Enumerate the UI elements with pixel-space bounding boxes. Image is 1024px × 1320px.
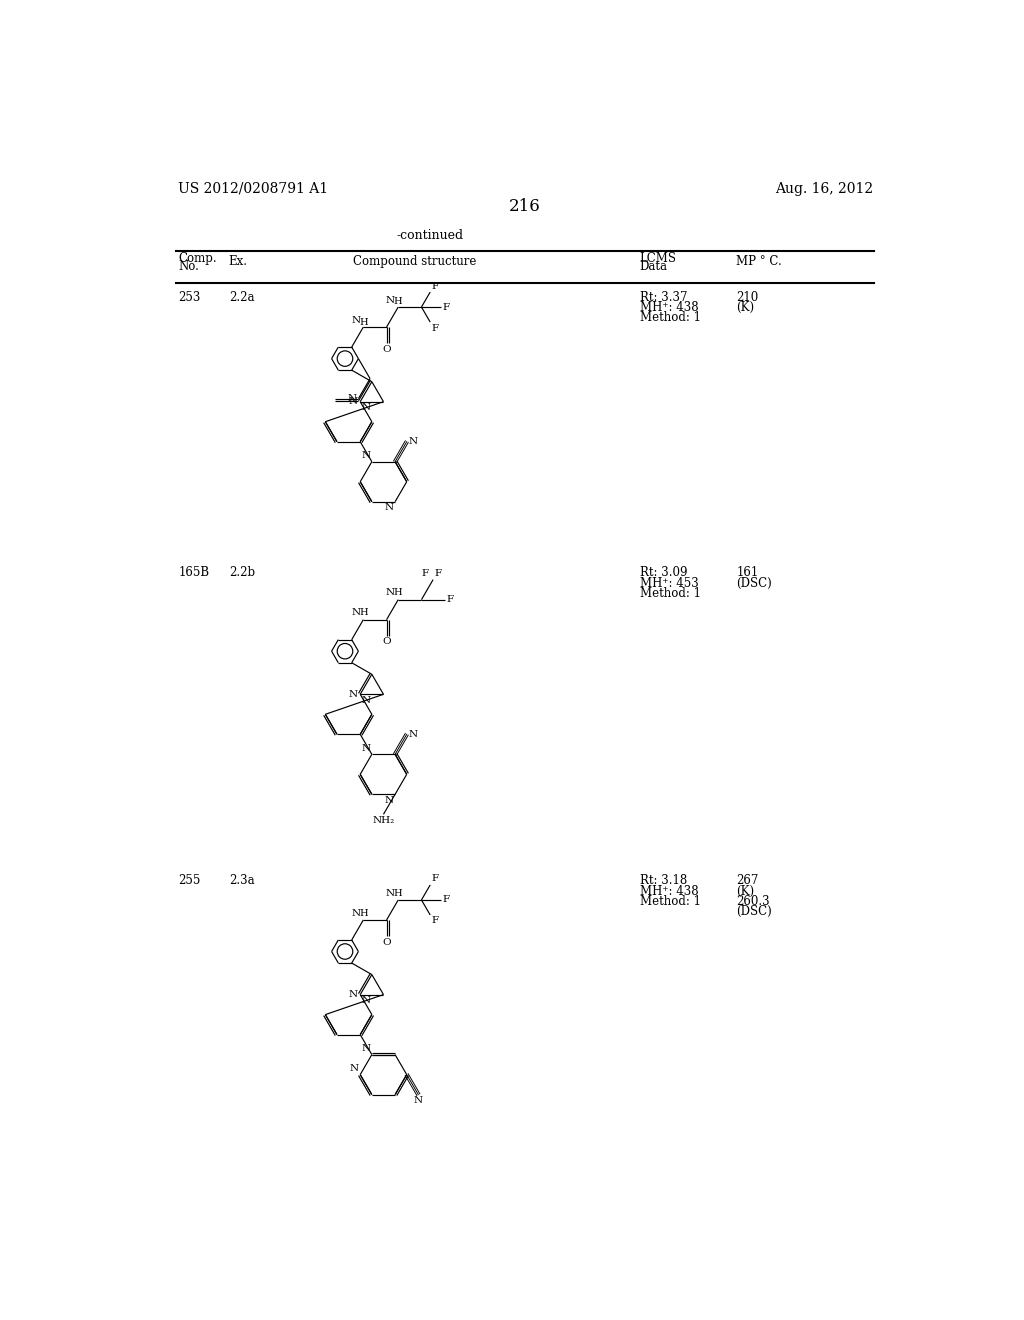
Text: H: H	[394, 589, 402, 598]
Text: 255: 255	[178, 875, 201, 887]
Text: O: O	[382, 345, 391, 354]
Text: 165B: 165B	[178, 566, 210, 579]
Text: N: N	[361, 696, 371, 705]
Text: Data: Data	[640, 260, 668, 273]
Text: N: N	[386, 888, 395, 898]
Text: H: H	[394, 888, 402, 898]
Text: MH⁺: 438: MH⁺: 438	[640, 884, 698, 898]
Text: H: H	[359, 318, 368, 327]
Text: N: N	[348, 395, 357, 403]
Text: 253: 253	[178, 290, 201, 304]
Text: (K): (K)	[736, 301, 755, 314]
Text: N: N	[361, 1044, 371, 1053]
Text: (DSC): (DSC)	[736, 577, 772, 590]
Text: N: N	[384, 796, 393, 805]
Text: F: F	[442, 895, 450, 904]
Text: NH₂: NH₂	[373, 816, 394, 825]
Text: F: F	[432, 874, 439, 883]
Text: 2.2b: 2.2b	[228, 566, 255, 579]
Text: F: F	[421, 569, 428, 578]
Text: -continued: -continued	[396, 230, 464, 243]
Text: Comp.: Comp.	[178, 252, 217, 264]
Text: Method: 1: Method: 1	[640, 312, 700, 323]
Text: No.: No.	[178, 260, 200, 273]
Text: H: H	[394, 297, 402, 305]
Text: N: N	[409, 730, 418, 739]
Text: 210: 210	[736, 290, 759, 304]
Text: N: N	[349, 990, 358, 999]
Text: N: N	[349, 1064, 358, 1073]
Text: N: N	[351, 908, 360, 917]
Text: N: N	[414, 1096, 423, 1105]
Text: MP ° C.: MP ° C.	[736, 256, 782, 268]
Text: O: O	[382, 638, 391, 647]
Text: N: N	[361, 997, 371, 1005]
Text: Rt: 3.37: Rt: 3.37	[640, 290, 687, 304]
Text: 161: 161	[736, 566, 759, 579]
Text: LCMS: LCMS	[640, 252, 677, 264]
Text: O: O	[382, 937, 391, 946]
Text: F: F	[432, 323, 439, 333]
Text: MH⁺: 453: MH⁺: 453	[640, 577, 698, 590]
Text: MH⁺: 438: MH⁺: 438	[640, 301, 698, 314]
Text: F: F	[434, 569, 441, 578]
Text: (DSC): (DSC)	[736, 904, 772, 917]
Text: N: N	[361, 451, 371, 461]
Text: N: N	[361, 743, 371, 752]
Text: H: H	[359, 908, 368, 917]
Text: Ex.: Ex.	[228, 256, 248, 268]
Text: 260.3: 260.3	[736, 895, 770, 908]
Text: 216: 216	[509, 198, 541, 215]
Text: F: F	[446, 595, 454, 605]
Text: US 2012/0208791 A1: US 2012/0208791 A1	[178, 182, 329, 195]
Text: Rt: 3.09: Rt: 3.09	[640, 566, 687, 579]
Text: 2.2a: 2.2a	[228, 290, 254, 304]
Text: 2.3a: 2.3a	[228, 875, 254, 887]
Text: Compound structure: Compound structure	[353, 256, 476, 268]
Text: N: N	[386, 589, 395, 598]
Text: Method: 1: Method: 1	[640, 586, 700, 599]
Text: F: F	[432, 281, 439, 290]
Text: N: N	[351, 609, 360, 618]
Text: N: N	[351, 315, 360, 325]
Text: F: F	[432, 916, 439, 925]
Text: N: N	[409, 437, 418, 446]
Text: N: N	[361, 403, 371, 412]
Text: N: N	[386, 296, 395, 305]
Text: (K): (K)	[736, 884, 755, 898]
Text: H: H	[359, 609, 368, 618]
Text: N: N	[349, 397, 358, 407]
Text: Aug. 16, 2012: Aug. 16, 2012	[775, 182, 873, 195]
Text: F: F	[442, 302, 450, 312]
Text: N: N	[384, 503, 393, 512]
Text: Method: 1: Method: 1	[640, 895, 700, 908]
Text: N: N	[349, 690, 358, 698]
Text: Rt: 3.18: Rt: 3.18	[640, 875, 687, 887]
Text: 267: 267	[736, 875, 759, 887]
